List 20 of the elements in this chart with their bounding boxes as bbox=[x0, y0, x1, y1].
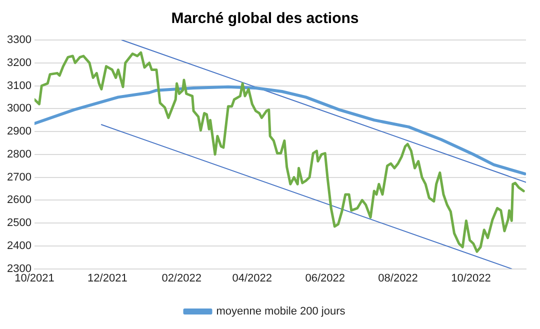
y-tick-label: 2600 bbox=[6, 194, 32, 206]
x-tick-label: 04/2022 bbox=[232, 272, 272, 284]
x-tick-label: 10/2021 bbox=[14, 272, 54, 284]
x-tick-label: 12/2021 bbox=[88, 272, 128, 284]
y-tick-label: 2700 bbox=[6, 171, 32, 184]
chart-title: Marché global des actions bbox=[171, 10, 359, 28]
y-tick-label: 2300 bbox=[6, 262, 32, 275]
y-tick-label: 2900 bbox=[6, 126, 32, 138]
legend-label: moyenne mobile 200 jours bbox=[216, 306, 346, 318]
y-tick-label: 2800 bbox=[6, 148, 32, 160]
y-tick-label: 3200 bbox=[6, 56, 32, 69]
y-tick-label: 3100 bbox=[6, 80, 32, 92]
y-tick-label: 2500 bbox=[6, 217, 32, 230]
x-tick-label: 02/2022 bbox=[162, 272, 202, 284]
y-tick-label: 3000 bbox=[6, 102, 32, 115]
x-tick-label: 08/2022 bbox=[378, 272, 418, 284]
x-tick-label: 06/2022 bbox=[305, 272, 345, 284]
x-tick-label: 10/2022 bbox=[451, 272, 491, 284]
y-tick-label: 2400 bbox=[6, 240, 32, 252]
y-tick-label: 3300 bbox=[6, 34, 32, 46]
